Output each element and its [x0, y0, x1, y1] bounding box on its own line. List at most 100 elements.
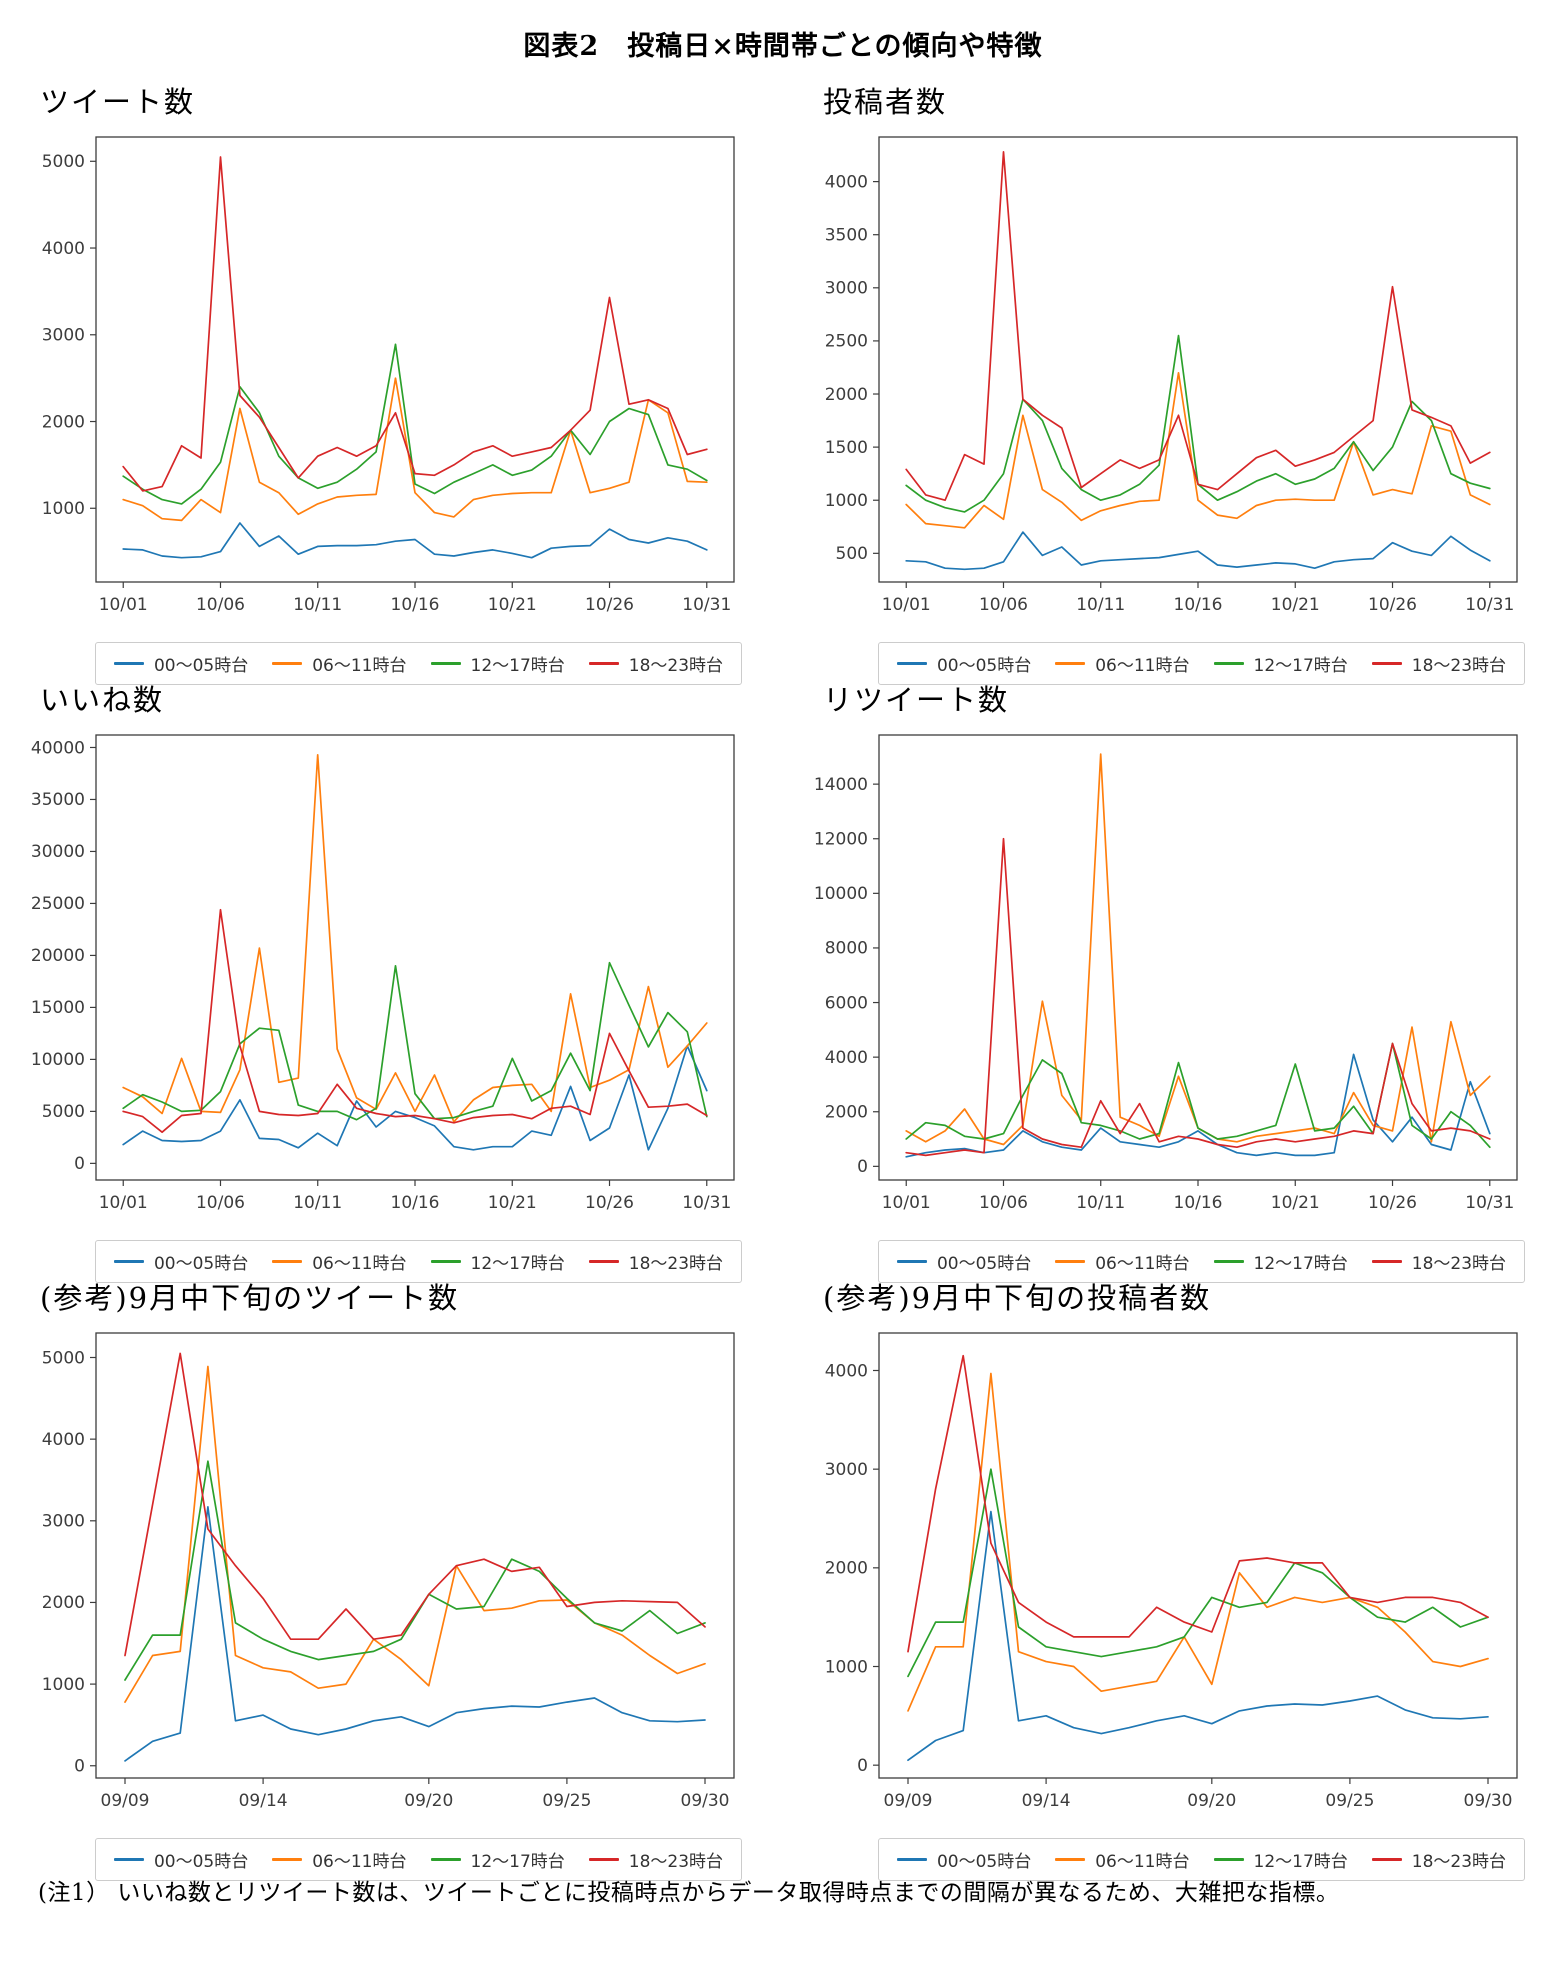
x-tick-label: 10/01 — [99, 595, 148, 615]
x-tick-label: 10/21 — [1271, 1193, 1320, 1213]
y-tick-label: 2000 — [42, 1593, 85, 1613]
legend-item: 18～23時台 — [588, 651, 723, 676]
x-tick-label: 09/30 — [1464, 1791, 1513, 1811]
legend-sept-tweet-count: 00～05時台 06～11時台 12～17時台 18～23時台 — [54, 1838, 783, 1881]
legend-label: 00～05時台 — [936, 1852, 1032, 1872]
chart-section-retweet-count: リツイート数 0 2000 4000 6000 8000 10000 12000 14000 1… — [783, 667, 1566, 1283]
line-chart-sept-poster-count: 0 1000 2000 3000 4000 09/09 09/14 09/20 09/25 09/… — [803, 1323, 1566, 1832]
legend-box: 00～05時台 06～11時台 12～17時台 18～23時台 — [94, 1838, 743, 1881]
legend-label: 00～05時台 — [936, 656, 1032, 676]
x-tick-label: 10/26 — [585, 1193, 634, 1213]
y-tick-label: 0 — [74, 1757, 85, 1777]
legend-box: 00～05時台 06～11時台 12～17時台 18～23時台 — [94, 642, 743, 685]
y-tick-label: 3000 — [825, 279, 868, 299]
legend-item: 18～23時台 — [1371, 1249, 1506, 1274]
y-tick-label: 4000 — [825, 172, 868, 192]
x-tick-label: 09/25 — [542, 1791, 591, 1811]
y-tick-label: 1000 — [825, 491, 868, 511]
x-tick-label: 10/31 — [1465, 595, 1514, 615]
y-tick-label: 6000 — [825, 993, 868, 1013]
chart-section-sept-tweet-count: (参考)9月中下旬のツイート数 0 1000 2000 3000 4000 5000 09/… — [0, 1265, 783, 1881]
y-tick-label: 3500 — [825, 225, 868, 245]
legend-label: 00～05時台 — [153, 1852, 249, 1872]
x-tick-label: 10/21 — [488, 595, 537, 615]
x-tick-label: 10/26 — [1368, 1193, 1417, 1213]
series-line — [122, 908, 708, 1134]
legend-label: 06～11時台 — [1095, 1254, 1190, 1274]
legend-label: 12～17時台 — [1253, 1852, 1348, 1872]
chart-title: ツイート数 — [40, 85, 196, 119]
chart-title: (参考)9月中下旬の投稿者数 — [823, 1281, 1212, 1315]
legend-item: 12～17時台 — [1213, 1847, 1348, 1872]
legend-label: 18～23時台 — [1411, 656, 1507, 676]
y-tick-label: 4000 — [825, 1361, 868, 1381]
legend-line-swatch — [588, 1260, 619, 1263]
x-tick-label: 10/06 — [196, 1193, 245, 1213]
y-tick-label: 0 — [857, 1756, 868, 1776]
legend-item: 18～23時台 — [1371, 651, 1507, 676]
line-chart-svg: 0 2000 4000 6000 8000 10000 12000 14000 10/01 10/… — [814, 734, 1518, 1213]
legend-line-swatch — [896, 662, 927, 665]
x-tick-label: 10/06 — [196, 595, 245, 615]
legend-label: 06～11時台 — [1095, 1852, 1190, 1872]
y-tick-label: 2500 — [825, 332, 868, 352]
x-tick-label: 10/16 — [391, 595, 440, 615]
y-tick-label: 5000 — [42, 1348, 85, 1368]
x-tick-label: 10/21 — [488, 1193, 537, 1213]
legend-retweet-count: 00～05時台 06～11時台 12～17時台 18～23時台 — [837, 1240, 1566, 1283]
legend-poster-count: 00～05時台 06～11時台 12～17時台 18～23時台 — [837, 642, 1566, 685]
y-tick-label: 4000 — [42, 1430, 85, 1450]
legend-item: 18～23時台 — [588, 1847, 723, 1872]
legend-line-swatch — [1055, 1260, 1086, 1263]
x-tick-label: 10/11 — [293, 1193, 342, 1213]
series-line — [907, 1468, 1489, 1678]
legend-line-swatch — [113, 1260, 144, 1263]
legend-label: 06～11時台 — [312, 1254, 407, 1274]
line-chart-poster-count: 500 1000 1500 2000 2500 3000 3500 4000 10/01 10/0… — [803, 127, 1566, 636]
x-tick-label: 10/06 — [979, 1193, 1028, 1213]
legend-like-count: 00～05時台 06～11時台 12～17時台 18～23時台 — [54, 1240, 783, 1283]
x-tick-label: 09/09 — [884, 1791, 933, 1811]
y-tick-label: 2000 — [825, 1559, 868, 1579]
x-tick-label: 10/01 — [99, 1193, 148, 1213]
series-line — [905, 837, 1491, 1157]
legend-box: 00～05時台 06～11時台 12～17時台 18～23時台 — [877, 1240, 1526, 1283]
x-tick-label: 09/20 — [1187, 1791, 1236, 1811]
series-line — [124, 1460, 706, 1681]
line-chart-sept-tweet-count: 0 1000 2000 3000 4000 5000 09/09 09/14 09/20 09/2… — [20, 1323, 783, 1832]
legend-line-swatch — [1055, 662, 1086, 665]
legend-line-swatch — [1371, 1260, 1402, 1263]
legend-item: 06～11時台 — [1055, 1249, 1190, 1274]
x-tick-label: 10/16 — [1174, 595, 1223, 615]
y-tick-label: 2000 — [825, 1103, 868, 1123]
legend-label: 06～11時台 — [312, 1852, 407, 1872]
chart-section-poster-count: 投稿者数 500 1000 1500 2000 2500 3000 3500 4000 10/0… — [783, 69, 1566, 685]
legend-line-swatch — [430, 662, 461, 665]
x-tick-label: 09/25 — [1325, 1791, 1374, 1811]
x-tick-label: 10/31 — [682, 1193, 731, 1213]
series-line — [907, 1354, 1489, 1653]
series-line — [124, 1365, 706, 1703]
y-tick-label: 10000 — [814, 884, 868, 904]
legend-line-swatch — [430, 1858, 461, 1861]
line-chart-like-count: 0 5000 10000 15000 20000 25000 30000 35000 40000… — [20, 725, 783, 1234]
legend-line-swatch — [1213, 1260, 1244, 1263]
x-tick-label: 10/06 — [979, 595, 1028, 615]
legend-item: 06～11時台 — [272, 651, 407, 676]
page-title: 図表2 投稿日×時間帯ごとの傾向や特徴 — [523, 31, 1043, 62]
legend-item: 12～17時台 — [430, 1249, 565, 1274]
series-line — [905, 1053, 1491, 1158]
legend-item: 00～05時台 — [113, 651, 248, 676]
line-chart-svg: 500 1000 1500 2000 2500 3000 3500 4000 10/01 10/0… — [825, 136, 1518, 615]
legend-label: 06～11時台 — [312, 656, 407, 676]
legend-label: 12～17時台 — [470, 1254, 565, 1274]
y-tick-label: 0 — [74, 1154, 85, 1174]
line-chart-svg: 0 1000 2000 3000 4000 5000 09/09 09/14 09/20 09/2… — [42, 1332, 735, 1811]
y-tick-label: 4000 — [42, 239, 85, 259]
legend-label: 00～05時台 — [936, 1254, 1032, 1274]
y-tick-label: 20000 — [31, 946, 85, 966]
y-tick-label: 12000 — [814, 830, 868, 850]
legend-line-swatch — [1371, 662, 1402, 665]
legend-item: 06～11時台 — [1055, 1847, 1190, 1872]
legend-item: 00～05時台 — [896, 1249, 1032, 1274]
